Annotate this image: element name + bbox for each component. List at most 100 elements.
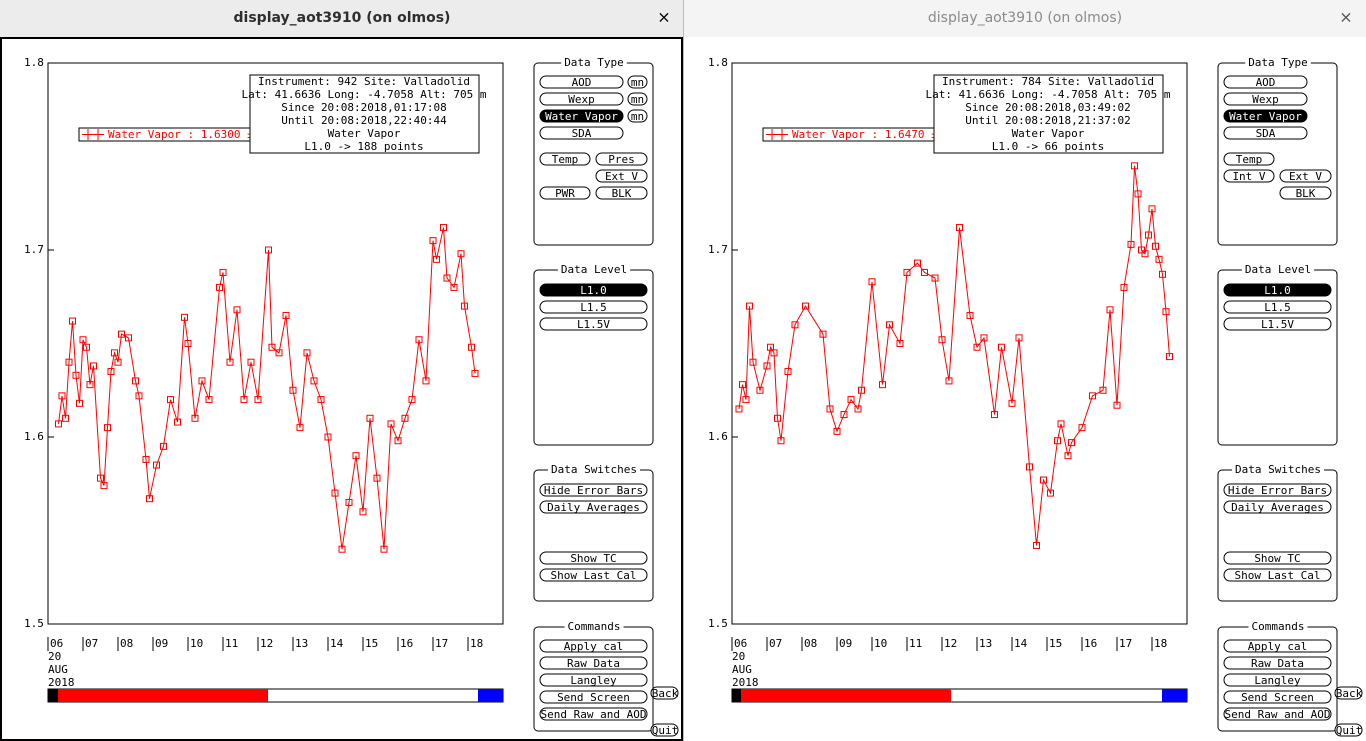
button[interactable] [1223, 317, 1332, 331]
button-label[interactable]: Show TC [1254, 552, 1300, 565]
nav-button[interactable] [650, 723, 679, 737]
button-label[interactable]: Ext V [1289, 170, 1322, 183]
button[interactable] [539, 483, 648, 497]
data-point [956, 224, 963, 232]
button-label[interactable]: mn [631, 76, 644, 89]
button[interactable] [1223, 551, 1332, 565]
nav-label[interactable]: Quit [652, 724, 679, 737]
nav-button[interactable] [1334, 723, 1363, 737]
button-label[interactable]: BLK [612, 187, 632, 200]
button[interactable] [627, 75, 648, 89]
button-label[interactable]: mn [631, 93, 644, 106]
button-label[interactable]: Water Vapor [1229, 110, 1302, 123]
button-label[interactable]: AOD [1256, 76, 1276, 89]
button[interactable] [539, 300, 648, 314]
button-label[interactable]: mn [631, 110, 644, 123]
button-label[interactable]: Daily Averages [1231, 501, 1324, 514]
button-label[interactable]: L1.5V [1261, 318, 1294, 331]
button-label[interactable]: SDA [572, 127, 592, 140]
button-label[interactable]: L1.0 [580, 284, 607, 297]
button-label[interactable]: L1.5 [580, 301, 607, 314]
button-label[interactable]: Apply cal [1248, 640, 1308, 653]
button-label[interactable]: Send Raw and AOD [1225, 708, 1331, 721]
button[interactable] [1223, 75, 1308, 89]
button-label[interactable]: Wexp [568, 93, 595, 106]
button[interactable] [595, 186, 648, 200]
button-label[interactable]: Langley [570, 674, 617, 687]
button-label[interactable]: Wexp [1252, 93, 1279, 106]
data-point [380, 545, 388, 553]
button-label[interactable]: Show TC [570, 552, 616, 565]
button[interactable] [539, 109, 624, 123]
button[interactable] [1279, 186, 1332, 200]
button[interactable] [539, 639, 648, 653]
button[interactable] [1223, 656, 1332, 670]
button-label[interactable]: SDA [1256, 127, 1276, 140]
button-label[interactable]: L1.5 [1264, 301, 1291, 314]
button[interactable] [1223, 500, 1332, 514]
button[interactable] [539, 551, 648, 565]
button[interactable] [1223, 126, 1308, 140]
button[interactable] [1223, 568, 1332, 582]
nav-label[interactable]: Back [1336, 687, 1363, 700]
button-label[interactable]: Int V [1232, 170, 1265, 183]
button[interactable] [1223, 639, 1332, 653]
button[interactable] [539, 707, 648, 721]
button[interactable] [539, 152, 591, 166]
close-button[interactable]: × [1339, 8, 1352, 27]
button-label[interactable]: Langley [1254, 674, 1301, 687]
button[interactable] [539, 690, 648, 704]
button[interactable] [1223, 169, 1275, 183]
button[interactable] [539, 673, 648, 687]
nav-button[interactable] [650, 686, 679, 700]
button-label[interactable]: Pres [608, 153, 635, 166]
button-label[interactable]: Hide Error Bars [544, 484, 643, 497]
button-label[interactable]: L1.0 [1264, 284, 1291, 297]
button-label[interactable]: Ext V [605, 170, 638, 183]
button-label[interactable]: BLK [1296, 187, 1316, 200]
nav-button[interactable] [1334, 686, 1363, 700]
button[interactable] [539, 92, 624, 106]
button[interactable] [1223, 690, 1332, 704]
button-label[interactable]: Hide Error Bars [1228, 484, 1327, 497]
button[interactable] [539, 283, 648, 297]
button[interactable] [1223, 483, 1332, 497]
button-label[interactable]: Raw Data [567, 657, 620, 670]
button[interactable] [539, 317, 648, 331]
button[interactable] [1223, 152, 1275, 166]
button-label[interactable]: L1.5V [577, 318, 610, 331]
button[interactable] [595, 152, 648, 166]
button-label[interactable]: PWR [555, 187, 575, 200]
nav-label[interactable]: Back [652, 687, 679, 700]
button[interactable] [1223, 92, 1308, 106]
button[interactable] [595, 169, 648, 183]
button-label[interactable]: Send Screen [1241, 691, 1314, 704]
button-label[interactable]: Apply cal [564, 640, 624, 653]
button[interactable] [1223, 300, 1332, 314]
button-label[interactable]: Temp [1236, 153, 1263, 166]
button[interactable] [1223, 707, 1332, 721]
button-label[interactable]: Daily Averages [547, 501, 640, 514]
button-label[interactable]: Temp [552, 153, 579, 166]
button[interactable] [1223, 283, 1332, 297]
button[interactable] [627, 109, 648, 123]
close-button[interactable]: × [657, 8, 670, 27]
button-label[interactable]: Raw Data [1251, 657, 1304, 670]
nav-label[interactable]: Quit [1336, 724, 1363, 737]
button[interactable] [627, 92, 648, 106]
button[interactable] [539, 75, 624, 89]
button-label[interactable]: Send Raw and AOD [541, 708, 647, 721]
button-label[interactable]: Show Last Cal [550, 569, 636, 582]
button[interactable] [539, 656, 648, 670]
button[interactable] [1223, 109, 1308, 123]
button[interactable] [539, 126, 624, 140]
button[interactable] [1223, 673, 1332, 687]
button-label[interactable]: Show Last Cal [1234, 569, 1320, 582]
button-label[interactable]: AOD [572, 76, 592, 89]
button-label[interactable]: Send Screen [557, 691, 630, 704]
button[interactable] [539, 568, 648, 582]
button-label[interactable]: Water Vapor [545, 110, 618, 123]
button[interactable] [1279, 169, 1332, 183]
button[interactable] [539, 186, 591, 200]
button[interactable] [539, 500, 648, 514]
